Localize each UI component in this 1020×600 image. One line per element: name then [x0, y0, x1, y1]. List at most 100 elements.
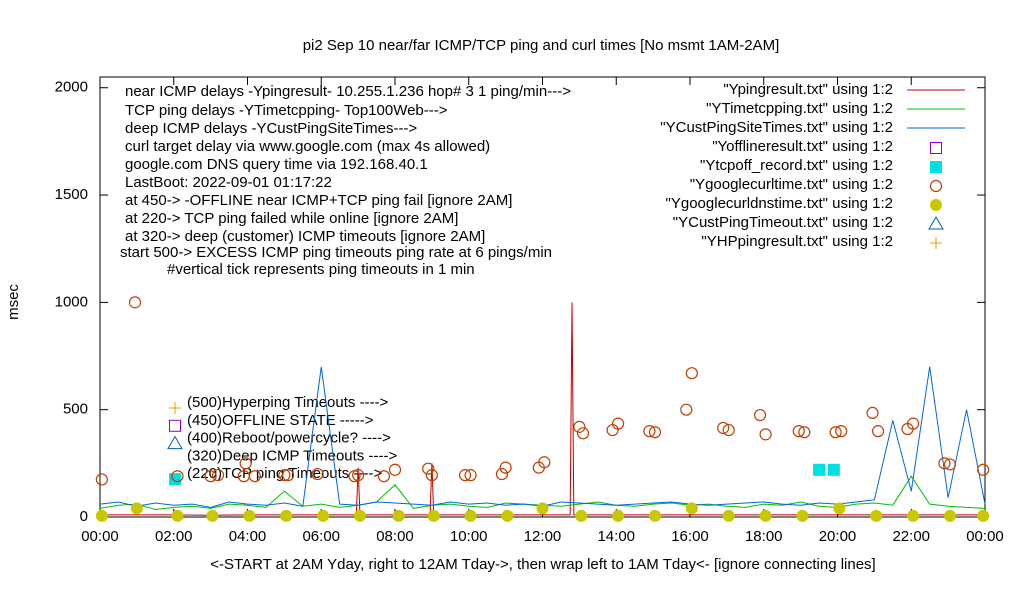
y-tick-label: 1000 [55, 293, 88, 310]
legend-label: "Ytcpoff_record.txt" using 1:2 [700, 157, 893, 174]
data-point [866, 406, 879, 420]
legend-swatch [930, 142, 942, 154]
data-point [204, 470, 217, 483]
data-point [499, 461, 512, 474]
key-note-marker [169, 473, 181, 486]
data-point [317, 509, 330, 522]
data-point [759, 509, 772, 522]
legend-swatch [930, 199, 942, 211]
data-point [171, 470, 184, 483]
data-point [95, 509, 108, 522]
data-point [206, 509, 219, 522]
data-point [943, 458, 957, 471]
data-point [95, 473, 108, 486]
data-point [352, 469, 365, 482]
key-note-marker [167, 435, 183, 450]
x-tick-label: 06:00 [302, 528, 340, 545]
chart-title: pi2 Sep 10 near/far ICMP/TCP ping and cu… [303, 37, 780, 54]
legend-swatch [929, 179, 943, 193]
data-point [211, 469, 225, 482]
legend-label: "YHPpingresult.txt" using 1:2 [701, 233, 893, 250]
x-tick-label: 20:00 [819, 528, 857, 545]
data-point [722, 423, 735, 437]
annotation: curl target delay via www.google.com (ma… [125, 138, 490, 155]
data-point [680, 403, 693, 416]
key-note: (450)OFFLINE STATE -----> [187, 412, 374, 429]
data-point [248, 470, 261, 483]
annotation: deep ICMP delays -YCustPingSiteTimes---> [125, 120, 417, 137]
data-point [501, 509, 514, 522]
legend-swatch [928, 216, 944, 230]
data-point [576, 427, 590, 440]
x-tick-label: 18:00 [745, 528, 783, 545]
data-point [796, 509, 809, 522]
data-point [464, 469, 477, 482]
y-axis-label: msec [5, 284, 22, 320]
x-tick-label: 02:00 [155, 528, 193, 545]
y-tick-label: 2000 [55, 79, 88, 96]
key-note-marker [169, 419, 181, 432]
data-point [813, 463, 826, 476]
data-point [648, 426, 662, 439]
data-point [722, 509, 735, 522]
x-tick-label: 08:00 [376, 528, 414, 545]
data-point [685, 367, 698, 380]
data-point [458, 469, 472, 482]
data-point [829, 426, 842, 439]
data-point [353, 509, 366, 522]
annotation: #vertical tick represents ping timeouts … [167, 261, 475, 278]
key-note: (320)Deep ICMP Timeouts ----> [187, 447, 397, 464]
data-point [870, 509, 883, 522]
data-point [907, 509, 920, 522]
data-point [281, 469, 295, 482]
data-point [536, 502, 549, 515]
legend-label: "Ypingresult.txt" using 1:2 [723, 81, 893, 98]
key-note: (500)Hyperping Timeouts ----> [187, 394, 389, 411]
x-tick-label: 16:00 [671, 528, 709, 545]
legend-label: "YCustPingTimeout.txt" using 1:2 [673, 214, 893, 231]
data-point [495, 467, 509, 481]
data-point [977, 509, 990, 522]
annotation: at 220-> TCP ping failed while online [i… [125, 210, 458, 227]
y-tick-label: 0 [80, 508, 88, 525]
data-point [833, 502, 846, 515]
data-point [643, 425, 656, 438]
legend-swatch [930, 237, 942, 249]
annotation: LastBoot: 2022-09-01 01:17:22 [125, 174, 332, 191]
data-point [278, 469, 291, 482]
data-point [575, 509, 588, 522]
data-point [717, 421, 730, 435]
data-point [464, 509, 477, 522]
data-point [392, 509, 405, 522]
data-point [977, 463, 990, 476]
data-point [239, 457, 252, 470]
data-point [938, 457, 951, 470]
data-point [606, 423, 619, 437]
data-point [835, 425, 848, 438]
data-point [280, 509, 293, 522]
data-point [759, 428, 772, 441]
data-point [425, 469, 438, 482]
legend-label: "Ygooglecurltime.txt" using 1:2 [690, 176, 893, 193]
data-point [753, 408, 767, 422]
data-point [128, 296, 142, 309]
data-point [943, 509, 956, 522]
y-tick-label: 500 [63, 401, 88, 418]
legend-label: "Ygooglecurldnstime.txt" using 1:2 [666, 195, 893, 212]
data-point [130, 502, 143, 515]
annotation: at 320-> deep (customer) ICMP timeouts [… [125, 228, 485, 245]
annotation: start 500-> EXCESS ICMP ping timeouts pi… [120, 244, 552, 261]
annotation: TCP ping delays -YTimetcpping- Top100Web… [125, 102, 448, 119]
data-point [573, 420, 586, 433]
x-tick-label: 22:00 [892, 528, 930, 545]
data-point [906, 417, 920, 430]
legend-swatch [930, 161, 942, 173]
data-point [377, 470, 391, 483]
data-point [611, 417, 625, 430]
data-point [388, 463, 402, 476]
data-point [422, 462, 435, 475]
x-tick-label: 00:00 [966, 528, 1004, 545]
legend-label: "Yofflineresult.txt" using 1:2 [712, 138, 893, 155]
x-tick-label: 14:00 [597, 528, 635, 545]
